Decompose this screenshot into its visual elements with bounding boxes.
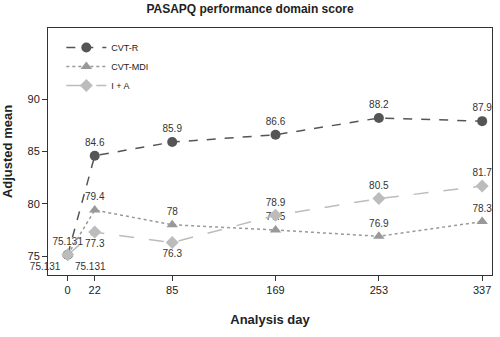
svg-text:86.6: 86.6: [266, 116, 286, 127]
svg-text:CVT-MDI: CVT-MDI: [111, 62, 148, 72]
svg-text:90: 90: [28, 93, 40, 105]
svg-text:169: 169: [266, 284, 284, 296]
svg-text:87.9: 87.9: [472, 102, 492, 113]
svg-text:88.2: 88.2: [369, 99, 389, 110]
svg-text:76.3: 76.3: [162, 248, 182, 259]
svg-text:78.9: 78.9: [266, 197, 286, 208]
svg-text:77.3: 77.3: [85, 238, 105, 249]
svg-text:79.4: 79.4: [85, 191, 105, 202]
svg-text:81.7: 81.7: [472, 167, 492, 178]
svg-text:75.131: 75.131: [30, 261, 61, 272]
svg-text:337: 337: [473, 284, 491, 296]
svg-text:PASAPQ performance domain scor: PASAPQ performance domain score: [146, 2, 353, 16]
svg-text:84.6: 84.6: [85, 137, 105, 148]
svg-text:77.5: 77.5: [266, 211, 286, 222]
svg-text:80: 80: [28, 198, 40, 210]
svg-text:85: 85: [166, 284, 178, 296]
svg-text:CVT-R: CVT-R: [111, 43, 139, 53]
svg-text:0: 0: [65, 284, 71, 296]
svg-text:85: 85: [28, 145, 40, 157]
svg-text:Analysis day: Analysis day: [230, 312, 310, 327]
svg-text:Adjusted mean: Adjusted mean: [0, 105, 15, 198]
svg-text:85.9: 85.9: [162, 123, 182, 134]
svg-text:22: 22: [89, 284, 101, 296]
svg-text:78: 78: [167, 206, 179, 217]
svg-text:75: 75: [28, 250, 40, 262]
svg-text:78.3: 78.3: [472, 203, 492, 214]
svg-text:I + A: I + A: [111, 81, 129, 91]
svg-text:75.131: 75.131: [52, 236, 83, 247]
svg-text:76.9: 76.9: [369, 218, 389, 229]
svg-text:75.131: 75.131: [75, 261, 106, 272]
svg-text:253: 253: [370, 284, 388, 296]
svg-text:80.5: 80.5: [369, 180, 389, 191]
